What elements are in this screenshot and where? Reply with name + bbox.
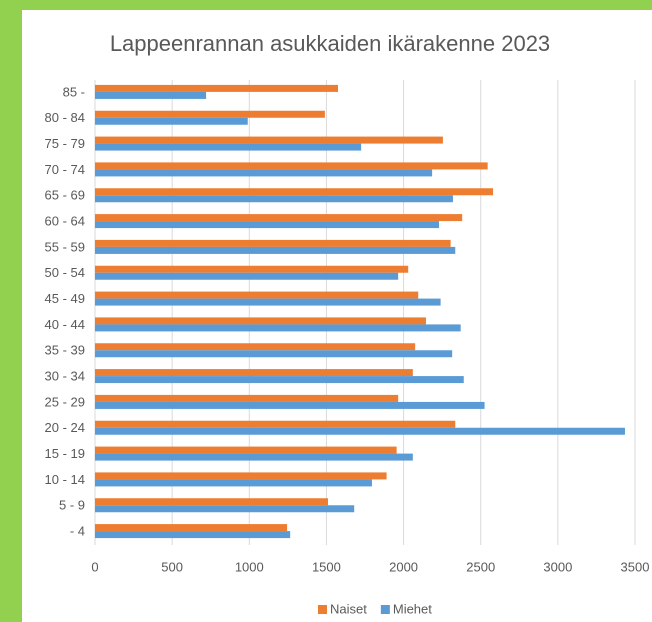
bar	[95, 376, 464, 384]
y-tick-label: 20 - 24	[45, 420, 85, 435]
bar	[95, 298, 441, 306]
bar	[95, 272, 399, 280]
bar	[95, 188, 494, 196]
bar	[95, 246, 456, 254]
x-tick-label: 1000	[235, 559, 264, 574]
bar	[95, 169, 433, 177]
bar	[95, 472, 387, 480]
bar	[95, 498, 328, 506]
bar	[95, 317, 426, 325]
bar	[95, 531, 291, 539]
bar	[95, 110, 325, 118]
y-tick-label: 30 - 34	[45, 369, 85, 384]
bar	[95, 162, 488, 170]
x-tick-label: 0	[91, 559, 98, 574]
bar	[95, 136, 443, 144]
bar	[95, 265, 409, 273]
y-tick-label: 75 - 79	[45, 136, 85, 151]
bar	[95, 524, 288, 532]
bar	[95, 505, 355, 513]
x-tick-label: 3500	[621, 559, 650, 574]
y-tick-label: 10 - 14	[45, 472, 85, 487]
bar	[95, 401, 485, 409]
y-tick-label: - 4	[70, 524, 85, 539]
y-tick-label: 70 - 74	[45, 162, 85, 177]
legend-swatch	[318, 605, 327, 614]
y-tick-label: 25 - 29	[45, 394, 85, 409]
bar	[95, 195, 453, 203]
y-tick-label: 55 - 59	[45, 239, 85, 254]
bar	[95, 453, 413, 461]
x-tick-label: 500	[161, 559, 183, 574]
x-tick-label: 2000	[389, 559, 418, 574]
legend-label: Miehet	[393, 601, 432, 616]
legend-swatch	[380, 605, 390, 614]
bar	[95, 117, 248, 125]
bar	[95, 221, 440, 229]
bar	[95, 427, 625, 435]
bar	[95, 214, 463, 222]
bar	[95, 446, 397, 454]
bar	[95, 291, 419, 299]
y-tick-label: 60 - 64	[45, 214, 85, 229]
bar	[95, 394, 399, 402]
y-tick-label: 5 - 9	[59, 498, 85, 513]
y-tick-label: 65 - 69	[45, 188, 85, 203]
y-tick-label: 85 -	[63, 84, 85, 99]
bar	[95, 343, 416, 351]
bar	[95, 479, 372, 487]
y-tick-label: 45 - 49	[45, 291, 85, 306]
legend-label: Naiset	[330, 601, 367, 616]
x-tick-label: 1500	[312, 559, 341, 574]
bar	[95, 143, 362, 151]
y-tick-label: 50 - 54	[45, 265, 85, 280]
bar	[95, 239, 451, 247]
y-tick-label: 35 - 39	[45, 343, 85, 358]
bar	[95, 324, 461, 332]
chart-title: Lappeenrannan asukkaiden ikärakenne 2023	[110, 31, 550, 56]
bar	[95, 420, 456, 428]
y-tick-label: 40 - 44	[45, 317, 85, 332]
y-tick-label: 80 - 84	[45, 110, 85, 125]
y-tick-label: 15 - 19	[45, 446, 85, 461]
bar	[95, 91, 207, 99]
bar	[95, 369, 413, 377]
bar	[95, 84, 338, 92]
bar	[95, 350, 453, 358]
x-tick-label: 3000	[543, 559, 572, 574]
x-tick-label: 2500	[466, 559, 495, 574]
